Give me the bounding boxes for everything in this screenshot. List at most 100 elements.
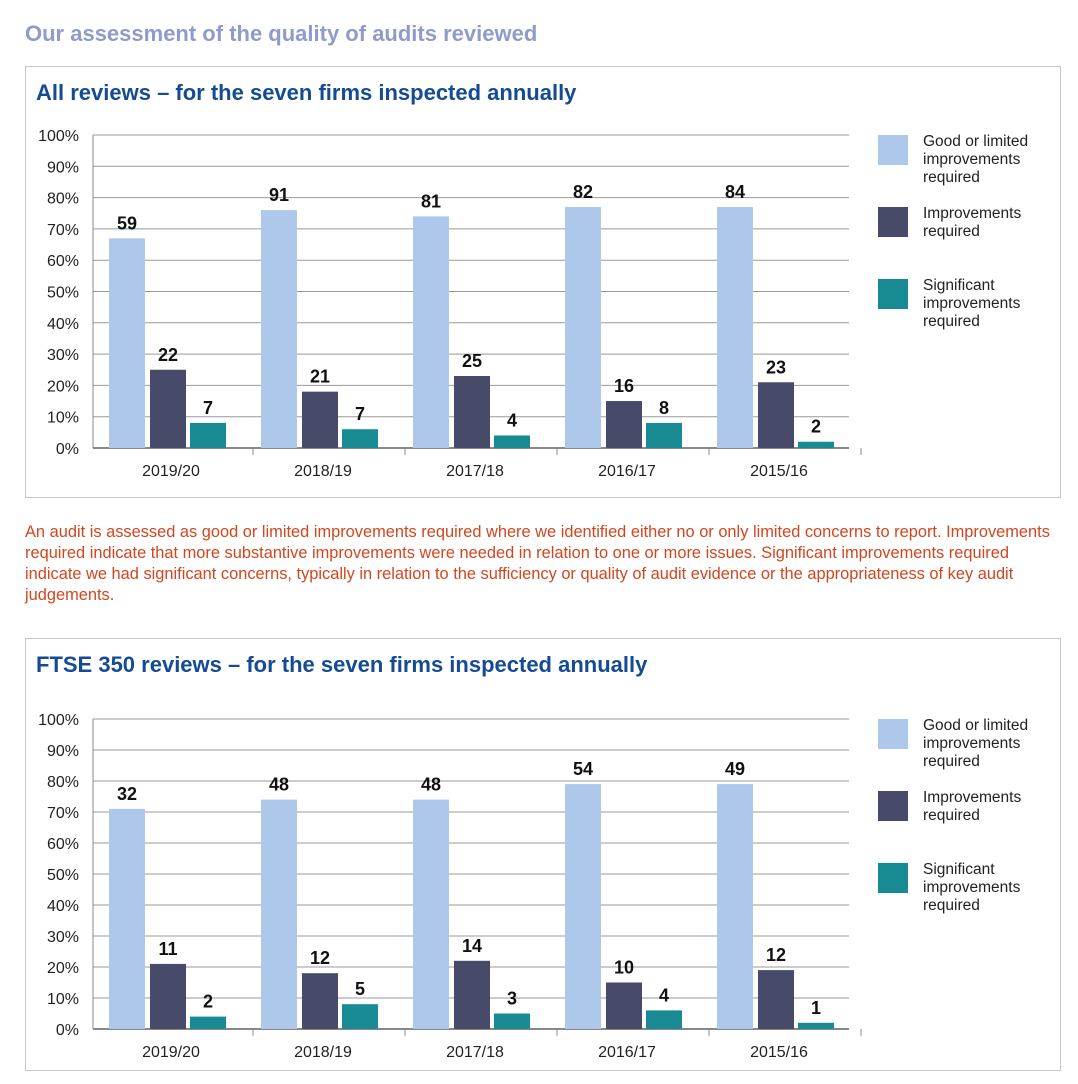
legend-swatch <box>878 135 908 165</box>
legend-label: Significant <box>923 861 995 878</box>
bar <box>150 369 186 448</box>
legend-swatch <box>878 863 908 893</box>
y-tick-label: 30% <box>47 347 79 364</box>
bar <box>646 422 682 448</box>
data-label: 49 <box>725 759 745 779</box>
legend-label: required <box>923 223 980 240</box>
y-tick-label: 40% <box>47 898 79 915</box>
y-tick-label: 10% <box>47 410 79 427</box>
chart-ftse350-reviews: FTSE 350 reviews – for the seven firms i… <box>25 638 1061 1071</box>
legend-label: Improvements <box>923 205 1021 222</box>
legend-swatch <box>878 791 908 821</box>
bar <box>190 422 226 448</box>
data-label: 10 <box>614 958 634 978</box>
bar <box>758 382 794 448</box>
x-tick-label: 2016/17 <box>598 1044 656 1061</box>
x-tick-label: 2019/20 <box>142 1044 200 1061</box>
y-tick-label: 20% <box>47 960 79 977</box>
bar <box>454 960 490 1029</box>
bar <box>646 1010 682 1029</box>
bar <box>342 429 378 448</box>
y-tick-label: 100% <box>38 128 79 145</box>
bar <box>413 216 449 448</box>
data-label: 21 <box>310 367 330 387</box>
data-label: 1 <box>811 998 821 1018</box>
legend-label: required <box>923 313 980 330</box>
bar <box>261 210 297 448</box>
y-tick-label: 80% <box>47 774 79 791</box>
bar <box>302 391 338 448</box>
data-label: 48 <box>269 775 289 795</box>
bar <box>798 1022 834 1029</box>
data-label: 8 <box>659 398 669 418</box>
data-label: 32 <box>117 784 137 804</box>
y-tick-label: 10% <box>47 991 79 1008</box>
chart-svg: 0% 10% 20% 30% 40% 50% 60% 70% 80% 90% 100% 2019/20… <box>38 128 1028 480</box>
bar <box>494 435 530 448</box>
data-label: 16 <box>614 376 634 396</box>
bar <box>413 799 449 1029</box>
legend-label: Significant <box>923 277 995 294</box>
data-label: 4 <box>507 410 517 430</box>
legend-label: Good or limited <box>923 133 1028 150</box>
data-label: 3 <box>507 989 517 1009</box>
bar <box>190 1016 226 1029</box>
y-tick-label: 0% <box>56 1022 79 1039</box>
y-tick-label: 90% <box>47 743 79 760</box>
data-label: 84 <box>725 182 745 202</box>
data-label: 7 <box>203 398 213 418</box>
legend-swatch <box>878 207 908 237</box>
data-label: 4 <box>659 985 669 1005</box>
data-label: 2 <box>811 417 821 437</box>
x-tick-label: 2015/16 <box>750 463 808 480</box>
bar <box>717 206 753 448</box>
y-tick-label: 60% <box>47 836 79 853</box>
data-label: 91 <box>269 185 289 205</box>
legend-swatch <box>878 719 908 749</box>
legend-label: required <box>923 753 980 770</box>
legend-label: required <box>923 169 980 186</box>
bar <box>606 982 642 1029</box>
legend-label: required <box>923 807 980 824</box>
bar <box>606 401 642 448</box>
legend-label: improvements <box>923 295 1021 312</box>
chart-title: All reviews – for the seven firms inspec… <box>36 80 577 105</box>
data-label: 2 <box>203 992 213 1012</box>
y-tick-label: 50% <box>47 285 79 302</box>
y-tick-label: 40% <box>47 316 79 333</box>
legend-label: Good or limited <box>923 717 1028 734</box>
page-heading: Our assessment of the quality of audits … <box>25 21 538 46</box>
y-tick-label: 70% <box>47 805 79 822</box>
chart-svg: 0% 10% 20% 30% 40% 50% 60% 70% 80% 90% 100% 2019/20… <box>38 712 1028 1061</box>
bar <box>150 963 186 1029</box>
x-tick-label: 2019/20 <box>142 463 200 480</box>
y-tick-label: 50% <box>47 867 79 884</box>
data-label: 22 <box>158 345 178 365</box>
y-tick-label: 30% <box>47 929 79 946</box>
bar <box>717 784 753 1029</box>
data-label: 23 <box>766 357 786 377</box>
y-tick-label: 70% <box>47 222 79 239</box>
x-tick-label: 2016/17 <box>598 463 656 480</box>
data-label: 48 <box>421 775 441 795</box>
x-tick-label: 2015/16 <box>750 1044 808 1061</box>
y-tick-label: 90% <box>47 159 79 176</box>
bar <box>342 1004 378 1029</box>
data-label: 25 <box>462 351 482 371</box>
legend-label: improvements <box>923 879 1021 896</box>
x-tick-label: 2017/18 <box>446 1044 504 1061</box>
data-label: 12 <box>766 945 786 965</box>
y-tick-label: 0% <box>56 441 79 458</box>
x-tick-label: 2018/19 <box>294 1044 352 1061</box>
bar <box>565 784 601 1029</box>
bar <box>261 799 297 1029</box>
data-label: 54 <box>573 759 593 779</box>
data-label: 81 <box>421 191 441 211</box>
legend-label: improvements <box>923 151 1021 168</box>
bar <box>454 376 490 448</box>
y-tick-label: 20% <box>47 378 79 395</box>
legend-label: improvements <box>923 735 1021 752</box>
bar <box>798 441 834 448</box>
data-label: 5 <box>355 979 365 999</box>
data-label: 11 <box>158 939 177 959</box>
